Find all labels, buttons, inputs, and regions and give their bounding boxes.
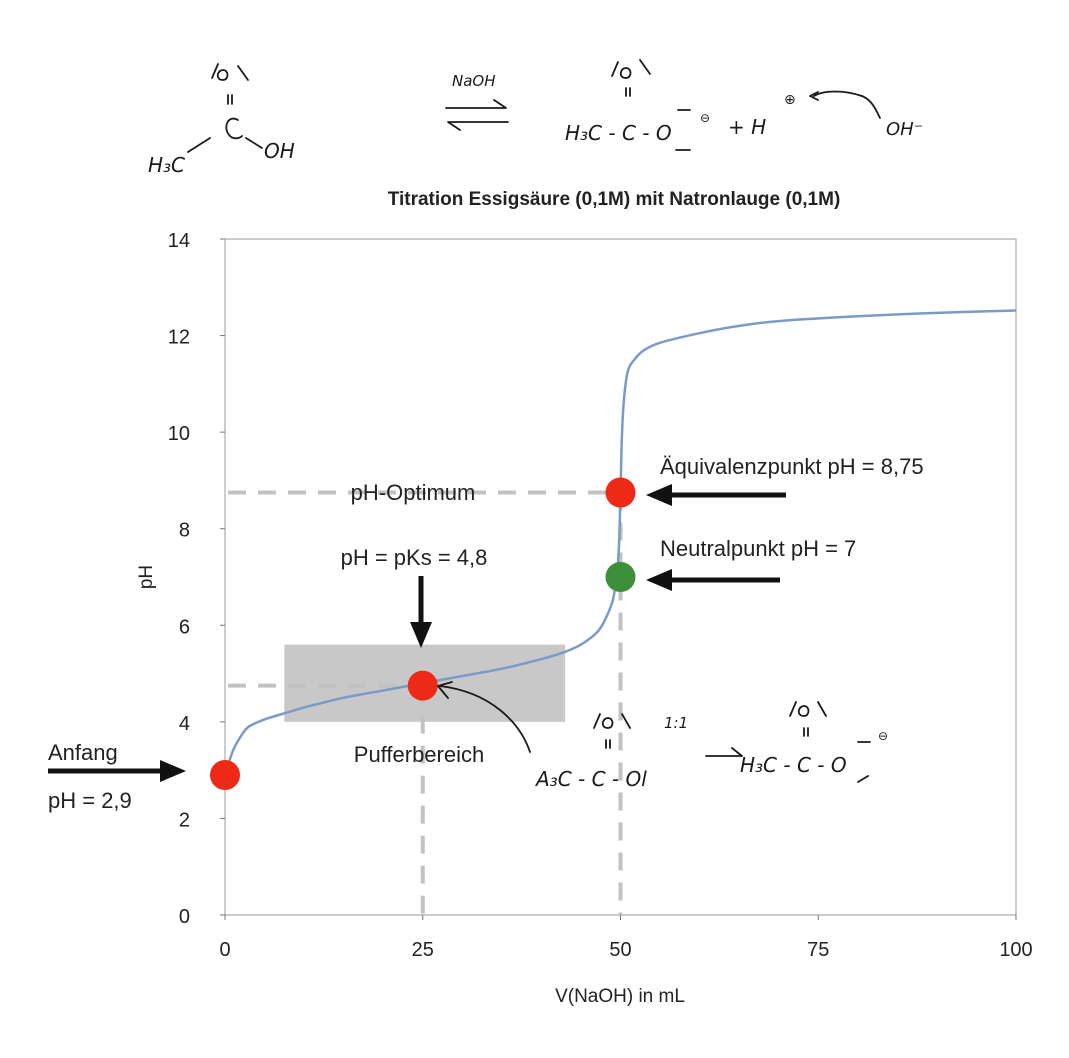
svg-text:+ H: + H xyxy=(728,115,766,139)
handwritten-buffer-notes: A₃C - C - Ol 1:1 H₃C - C - O ⊖ xyxy=(437,681,888,791)
plot-area xyxy=(210,238,1017,916)
titration-curve xyxy=(223,309,1017,776)
x-tick-label: 75 xyxy=(807,939,829,961)
svg-text:H₃C - C - O: H₃C - C - O xyxy=(740,753,847,777)
svg-text:H₃C: H₃C xyxy=(148,153,185,177)
start-label: Anfang xyxy=(48,740,118,765)
svg-text:OH: OH xyxy=(264,139,295,163)
marked-point xyxy=(605,477,636,508)
x-tick-label: 100 xyxy=(999,939,1032,961)
marked-point xyxy=(605,562,636,592)
hydroxide-note: OH⁻ xyxy=(886,119,923,140)
x-axis: 0 25 50 75 100 xyxy=(219,915,1033,961)
svg-text:⊖: ⊖ xyxy=(700,111,710,125)
svg-text:A₃C - C - Ol: A₃C - C - Ol xyxy=(534,767,647,791)
annotations: Anfang pH = 2,9 pH = pKs = 4,8 Pufferber… xyxy=(48,454,924,813)
marked-point xyxy=(210,759,240,790)
svg-text:H₃C - C - O: H₃C - C - O xyxy=(565,121,672,145)
acetic-acid-sketch: H₃C OH xyxy=(148,63,295,177)
y-axis: 0 2 4 6 8 10 12 14 xyxy=(168,230,225,928)
acetate-buffer-sketch: H₃C - C - O ⊖ xyxy=(740,701,888,783)
neutral-label: Neutralpunkt pH = 7 xyxy=(660,536,856,561)
svg-text:⊖: ⊖ xyxy=(878,729,888,743)
y-tick-label: 8 xyxy=(179,520,190,542)
y-tick-label: 0 xyxy=(179,906,190,928)
buffer-label: Pufferbereich xyxy=(354,742,484,767)
y-tick-label: 6 xyxy=(179,616,190,638)
pks-arrowhead xyxy=(410,622,432,648)
x-tick-label: 50 xyxy=(609,939,631,961)
x-axis-label: V(NaOH) in mL xyxy=(555,986,685,1007)
y-tick-label: 4 xyxy=(179,713,190,735)
pks-label: pH = pKs = 4,8 xyxy=(341,545,488,570)
ratio-note: 1:1 xyxy=(664,714,688,732)
acetic-acid-buffer-sketch: A₃C - C - Ol xyxy=(534,713,647,791)
y-axis-label: pH xyxy=(136,565,157,589)
chart-title: Titration Essigsäure (0,1M) mit Natronla… xyxy=(388,189,841,210)
equivalence-label: Äquivalenzpunkt pH = 8,75 xyxy=(660,454,924,479)
svg-text:⊕: ⊕ xyxy=(784,92,796,108)
start-arrowhead xyxy=(160,760,186,782)
neutral-arrowhead xyxy=(646,569,672,591)
equivalence-arrowhead xyxy=(646,484,672,506)
handwritten-pointer-arrow xyxy=(437,681,531,753)
start-value-label: pH = 2,9 xyxy=(48,788,132,813)
x-tick-label: 25 xyxy=(412,939,434,961)
y-tick-label: 10 xyxy=(168,423,190,445)
y-tick-label: 12 xyxy=(168,327,190,349)
reagent-note: NaOH xyxy=(452,72,496,90)
handwritten-reaction-notes: H₃C OH NaOH H₃C - C - O ⊖ + H ⊕ OH⁻ xyxy=(148,59,923,177)
optimum-label: pH-Optimum xyxy=(351,480,476,505)
equilibrium-arrow-sketch: NaOH xyxy=(445,72,509,131)
x-tick-label: 0 xyxy=(219,939,230,961)
y-tick-label: 14 xyxy=(168,230,190,252)
acetate-sketch: H₃C - C - O ⊖ + H ⊕ OH⁻ xyxy=(565,59,923,151)
marked-point xyxy=(407,670,438,701)
y-tick-label: 2 xyxy=(179,809,190,831)
